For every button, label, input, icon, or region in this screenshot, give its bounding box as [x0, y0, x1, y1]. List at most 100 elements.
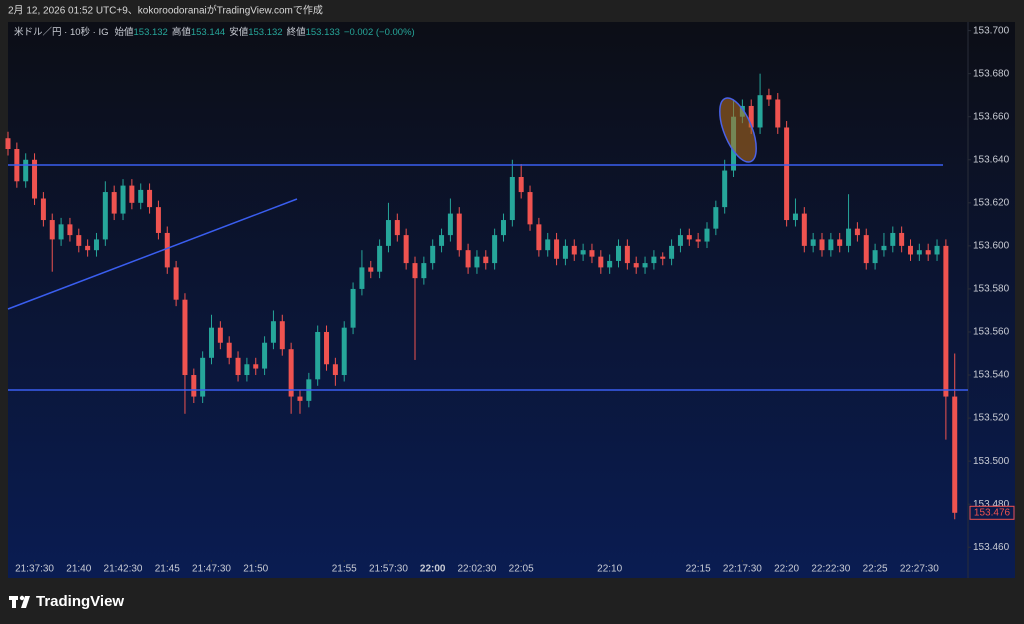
- candle-body: [377, 245, 383, 272]
- candle-body: [863, 235, 869, 264]
- candle-body: [421, 263, 427, 279]
- candle-body: [545, 239, 551, 251]
- candle-body: [49, 220, 55, 240]
- ohlc-label: 終値: [287, 26, 307, 38]
- candle-body: [580, 250, 586, 255]
- last-price-box: [969, 505, 1015, 520]
- logo-part: [19, 595, 25, 601]
- candle-body: [899, 232, 905, 246]
- candle-body: [439, 235, 445, 246]
- candle-body: [819, 239, 825, 251]
- ohlc-label: 安値: [229, 26, 249, 38]
- candle-body: [775, 99, 781, 128]
- candle-body: [837, 239, 843, 246]
- candle-body: [669, 245, 675, 259]
- candle-body: [262, 342, 268, 369]
- symbol: 米ドル／円 · 10秒 · IG: [14, 26, 108, 38]
- y-tick-label: 153.600: [973, 241, 1010, 252]
- candle-body: [315, 331, 321, 380]
- y-tick-label: 153.480: [973, 499, 1010, 510]
- candle-body: [589, 250, 595, 257]
- candle-body: [527, 192, 533, 225]
- ohlc-value: 153.144: [191, 27, 225, 38]
- brand-name: TradingView: [36, 593, 124, 610]
- candle-body: [447, 213, 453, 236]
- ohlc-value: 153.132: [248, 27, 282, 38]
- candle-body: [784, 127, 790, 221]
- y-tick-label: 153.540: [973, 370, 1010, 381]
- candle-body: [279, 321, 285, 350]
- candle-body: [217, 327, 223, 343]
- candle-body: [76, 235, 82, 246]
- candle-body: [757, 95, 763, 128]
- candle-body: [5, 138, 11, 150]
- candle-body: [332, 364, 338, 376]
- candle-body: [288, 349, 294, 397]
- candle-body: [394, 220, 400, 236]
- candle-body: [23, 159, 29, 182]
- candle-body: [191, 375, 197, 397]
- x-tick-label: 22:05: [509, 564, 534, 575]
- y-tick-label: 153.640: [973, 154, 1010, 165]
- candle-body: [792, 213, 798, 221]
- logo-part: [12, 596, 16, 608]
- candle-body: [854, 228, 860, 236]
- x-tick-label: 22:20: [774, 564, 799, 575]
- x-tick-label: 21:42:30: [104, 564, 143, 575]
- change: −0.002 (−0.00%): [344, 27, 415, 38]
- chart-panel: [8, 22, 1015, 578]
- candle-body: [182, 299, 188, 376]
- candle-body: [722, 170, 728, 208]
- candle-body: [226, 342, 232, 358]
- candle-body: [952, 396, 958, 513]
- candle-body: [120, 185, 126, 214]
- candle-body: [660, 256, 666, 259]
- candle-body: [147, 189, 153, 208]
- candle-body: [235, 357, 241, 376]
- x-tick-label: 21:50: [243, 564, 268, 575]
- x-tick-label: 21:37:30: [15, 564, 54, 575]
- candle-body: [200, 357, 206, 397]
- x-tick-label: 22:00: [420, 564, 446, 575]
- candle-body: [846, 228, 852, 246]
- x-tick-label: 22:17:30: [723, 564, 762, 575]
- ohlc-label: 始値: [114, 26, 134, 38]
- candle-body: [624, 245, 630, 264]
- trend-line: [7, 198, 298, 310]
- candle-body: [713, 207, 719, 229]
- candle-body: [607, 260, 613, 268]
- candle-body: [642, 263, 648, 268]
- last-price-label: 153.476: [974, 507, 1011, 518]
- candle-body: [536, 224, 542, 251]
- candle-body: [934, 245, 940, 255]
- candle-body: [111, 192, 117, 214]
- candle-body: [616, 245, 622, 261]
- ellipse-drawing: [719, 97, 757, 163]
- candle-body: [412, 263, 418, 279]
- x-tick-label: 21:55: [332, 564, 357, 575]
- candle-body: [766, 95, 772, 100]
- y-tick-label: 153.660: [973, 111, 1010, 122]
- candle-body: [324, 331, 330, 365]
- candle-body: [164, 232, 170, 268]
- candle-body: [456, 213, 462, 251]
- ohlc-value: 153.133: [306, 27, 340, 38]
- candle-body: [350, 288, 356, 328]
- candle-body: [474, 256, 480, 268]
- candle-body: [492, 235, 498, 264]
- candle-body: [571, 245, 577, 255]
- candle-body: [483, 256, 489, 264]
- x-tick-label: 22:15: [686, 564, 711, 575]
- candle-body: [748, 105, 754, 128]
- credit: 2月 12, 2026 01:52 UTC+9、kokoroodoranaiがT…: [8, 4, 323, 17]
- ohlc-label: 高値: [172, 26, 192, 38]
- candle-body: [67, 224, 73, 236]
- candle-body: [828, 239, 834, 251]
- candle-body: [554, 239, 560, 259]
- candle-body: [359, 267, 365, 289]
- plot: [5, 73, 958, 520]
- candle-body: [686, 235, 692, 240]
- x-tick-label: 21:40: [66, 564, 91, 575]
- x-tick-label: 22:25: [863, 564, 888, 575]
- y-tick-label: 153.620: [973, 197, 1010, 208]
